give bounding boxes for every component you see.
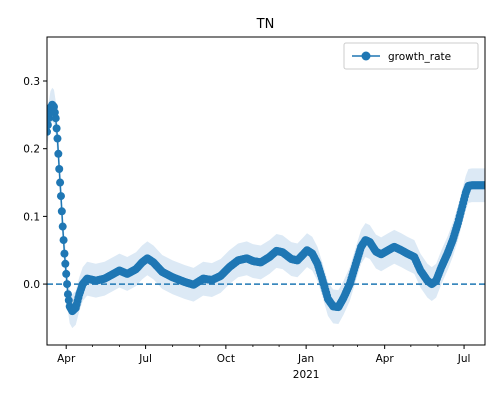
data-point: [55, 165, 64, 173]
legend-box: [343, 42, 479, 70]
data-point: [61, 259, 70, 268]
data-point: [481, 181, 485, 190]
plot-area: 0.0 0.1 0.2 0.3 Apr Jul Oct Jan Apr Jul 2021: [23, 36, 486, 381]
data-point: [64, 296, 73, 305]
data-point: [47, 127, 51, 136]
growth-rate-markers: [47, 100, 485, 316]
legend: growth_rate: [343, 42, 479, 70]
x-tick-label: Oct: [217, 353, 235, 365]
y-tick-label: 0.1: [23, 211, 40, 223]
data-point: [58, 222, 67, 231]
data-point: [62, 269, 71, 278]
plot-content: [47, 87, 485, 329]
data-point: [51, 114, 60, 123]
legend-label: growth_rate: [388, 51, 451, 63]
legend-marker-swatch: [361, 51, 371, 61]
data-point: [63, 280, 72, 289]
x-tick-label: Apr: [57, 353, 76, 365]
data-point: [56, 192, 65, 201]
x-tick-label: Jul: [138, 353, 152, 365]
data-point: [63, 290, 72, 299]
x-tick-label: Jul: [457, 353, 471, 365]
data-point: [56, 178, 65, 187]
data-point: [60, 249, 69, 258]
y-tick-label: 0.3: [23, 76, 40, 88]
x-tick-label: Jan: [297, 353, 314, 365]
axes-frame: [46, 36, 486, 346]
x-year-label: 2021: [293, 369, 320, 381]
data-point: [52, 124, 61, 133]
y-tick-label: 0.0: [23, 279, 40, 291]
data-point: [57, 207, 66, 216]
confidence-band: [47, 87, 485, 329]
chart-title: TN: [256, 17, 275, 32]
data-point: [53, 134, 62, 143]
data-point: [54, 149, 63, 158]
y-tick-label: 0.2: [23, 144, 40, 156]
x-tick-label: Apr: [376, 353, 395, 365]
data-point: [47, 121, 52, 129]
data-point: [59, 236, 68, 245]
